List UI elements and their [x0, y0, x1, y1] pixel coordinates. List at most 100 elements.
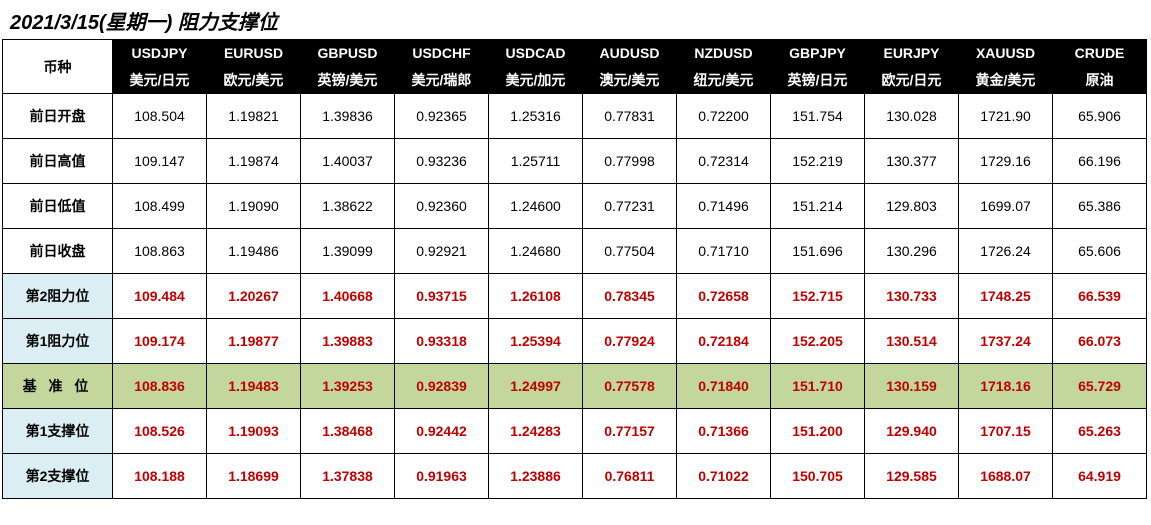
- cell-value: 1.40037: [301, 139, 395, 184]
- cell-value: 1.39253: [301, 364, 395, 409]
- cell-value: 152.205: [771, 319, 865, 364]
- cell-value: 108.504: [113, 94, 207, 139]
- table-row: 第1阻力位109.1741.198771.398830.933181.25394…: [3, 319, 1147, 364]
- row-label: 基 准 位: [3, 364, 113, 409]
- table-body: 前日开盘108.5041.198211.398360.923651.253160…: [3, 94, 1147, 499]
- cell-value: 1688.07: [959, 454, 1053, 499]
- cell-value: 0.71366: [677, 409, 771, 454]
- cell-value: 1.19090: [207, 184, 301, 229]
- row-label: 第2支撑位: [3, 454, 113, 499]
- cell-value: 0.77231: [583, 184, 677, 229]
- col-code: USDJPY: [113, 40, 207, 67]
- cell-value: 1737.24: [959, 319, 1053, 364]
- cell-value: 1.39099: [301, 229, 395, 274]
- cell-value: 1.24283: [489, 409, 583, 454]
- cell-value: 1.38622: [301, 184, 395, 229]
- col-name: 美元/日元: [113, 67, 207, 94]
- cell-value: 151.696: [771, 229, 865, 274]
- cell-value: 1.20267: [207, 274, 301, 319]
- cell-value: 151.214: [771, 184, 865, 229]
- cell-value: 108.863: [113, 229, 207, 274]
- col-name: 英镑/日元: [771, 67, 865, 94]
- cell-value: 0.78345: [583, 274, 677, 319]
- row-label: 第1支撑位: [3, 409, 113, 454]
- cell-value: 152.715: [771, 274, 865, 319]
- col-name: 英镑/美元: [301, 67, 395, 94]
- cell-value: 151.200: [771, 409, 865, 454]
- cell-value: 0.77831: [583, 94, 677, 139]
- cell-value: 108.836: [113, 364, 207, 409]
- cell-value: 65.729: [1053, 364, 1147, 409]
- row-label: 第1阻力位: [3, 319, 113, 364]
- cell-value: 129.803: [865, 184, 959, 229]
- table-row: 前日低值108.4991.190901.386220.923601.246000…: [3, 184, 1147, 229]
- cell-value: 1.39836: [301, 94, 395, 139]
- cell-value: 130.733: [865, 274, 959, 319]
- cell-value: 130.296: [865, 229, 959, 274]
- cell-value: 0.76811: [583, 454, 677, 499]
- col-code: USDCAD: [489, 40, 583, 67]
- col-code: GBPUSD: [301, 40, 395, 67]
- cell-value: 1.38468: [301, 409, 395, 454]
- cell-value: 1.40668: [301, 274, 395, 319]
- col-name: 纽元/美元: [677, 67, 771, 94]
- cell-value: 66.196: [1053, 139, 1147, 184]
- cell-value: 65.386: [1053, 184, 1147, 229]
- cell-value: 1.25394: [489, 319, 583, 364]
- cell-value: 0.93715: [395, 274, 489, 319]
- col-name: 黄金/美元: [959, 67, 1053, 94]
- cell-value: 150.705: [771, 454, 865, 499]
- cell-value: 0.77924: [583, 319, 677, 364]
- row-label: 前日收盘: [3, 229, 113, 274]
- table-row: 前日开盘108.5041.198211.398360.923651.253160…: [3, 94, 1147, 139]
- cell-value: 1718.16: [959, 364, 1053, 409]
- forex-levels-table: 币种 USDJPYEURUSDGBPUSDUSDCHFUSDCADAUDUSDN…: [2, 39, 1147, 499]
- cell-value: 1.24600: [489, 184, 583, 229]
- cell-value: 129.585: [865, 454, 959, 499]
- cell-value: 1748.25: [959, 274, 1053, 319]
- cell-value: 1.24680: [489, 229, 583, 274]
- cell-value: 0.92360: [395, 184, 489, 229]
- corner-label: 币种: [3, 40, 113, 94]
- col-name: 美元/加元: [489, 67, 583, 94]
- cell-value: 109.484: [113, 274, 207, 319]
- col-code: NZDUSD: [677, 40, 771, 67]
- col-code: USDCHF: [395, 40, 489, 67]
- cell-value: 66.073: [1053, 319, 1147, 364]
- cell-value: 1.25316: [489, 94, 583, 139]
- col-name: 美元/瑞郎: [395, 67, 489, 94]
- cell-value: 0.71840: [677, 364, 771, 409]
- table-header: 币种 USDJPYEURUSDGBPUSDUSDCHFUSDCADAUDUSDN…: [3, 40, 1147, 94]
- cell-value: 1.19877: [207, 319, 301, 364]
- cell-value: 130.377: [865, 139, 959, 184]
- col-code: XAUUSD: [959, 40, 1053, 67]
- col-name: 原油: [1053, 67, 1147, 94]
- cell-value: 1707.15: [959, 409, 1053, 454]
- cell-value: 64.919: [1053, 454, 1147, 499]
- cell-value: 0.77157: [583, 409, 677, 454]
- cell-value: 0.72184: [677, 319, 771, 364]
- cell-value: 66.539: [1053, 274, 1147, 319]
- row-label: 第2阻力位: [3, 274, 113, 319]
- cell-value: 1.19821: [207, 94, 301, 139]
- cell-value: 0.72200: [677, 94, 771, 139]
- cell-value: 1726.24: [959, 229, 1053, 274]
- cell-value: 1.23886: [489, 454, 583, 499]
- cell-value: 0.77998: [583, 139, 677, 184]
- cell-value: 1.39883: [301, 319, 395, 364]
- cell-value: 0.77578: [583, 364, 677, 409]
- cell-value: 0.72658: [677, 274, 771, 319]
- table-row: 第1支撑位108.5261.190931.384680.924421.24283…: [3, 409, 1147, 454]
- cell-value: 1.37838: [301, 454, 395, 499]
- col-code: AUDUSD: [583, 40, 677, 67]
- cell-value: 108.526: [113, 409, 207, 454]
- cell-value: 0.72314: [677, 139, 771, 184]
- cell-value: 1.24997: [489, 364, 583, 409]
- cell-value: 1729.16: [959, 139, 1053, 184]
- row-label: 前日高值: [3, 139, 113, 184]
- table-row: 前日高值109.1471.198741.400370.932361.257110…: [3, 139, 1147, 184]
- cell-value: 0.92365: [395, 94, 489, 139]
- cell-value: 0.93318: [395, 319, 489, 364]
- cell-value: 130.028: [865, 94, 959, 139]
- cell-value: 1.25711: [489, 139, 583, 184]
